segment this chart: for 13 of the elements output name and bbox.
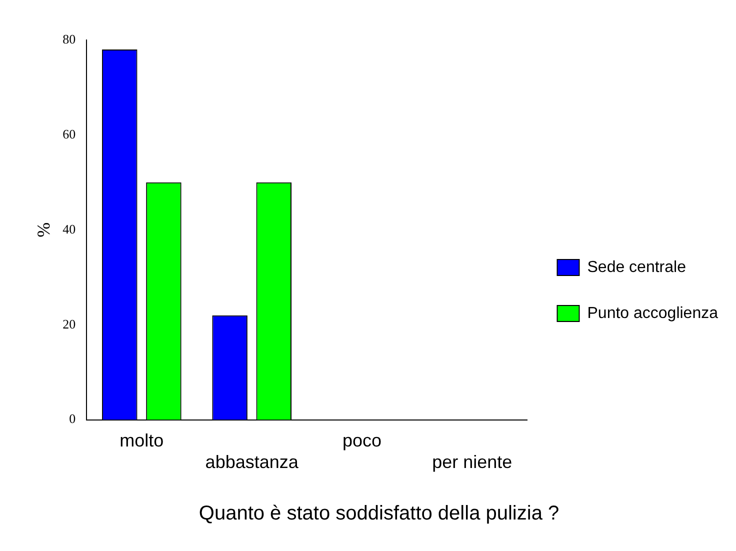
x-tick-label: molto xyxy=(120,430,164,451)
y-tick-label: 0 xyxy=(69,411,76,426)
text: Quanto è stato soddisfatto della pulizia ? xyxy=(198,502,560,525)
y-tick-label: 60 xyxy=(62,126,76,142)
x-tick-label: per niente xyxy=(432,452,512,472)
y-tick-label: 40 xyxy=(62,221,76,236)
y-tick-label: 20 xyxy=(62,316,76,332)
y-tick-label: 80 xyxy=(62,31,76,46)
x-tick-label: poco xyxy=(342,430,382,451)
legend-label: Punto accoglienza xyxy=(587,304,718,322)
y-axis-title: % xyxy=(34,222,54,238)
legend-label: Sede centrale xyxy=(587,258,686,276)
x-tick-label: abbastanza xyxy=(205,452,300,472)
